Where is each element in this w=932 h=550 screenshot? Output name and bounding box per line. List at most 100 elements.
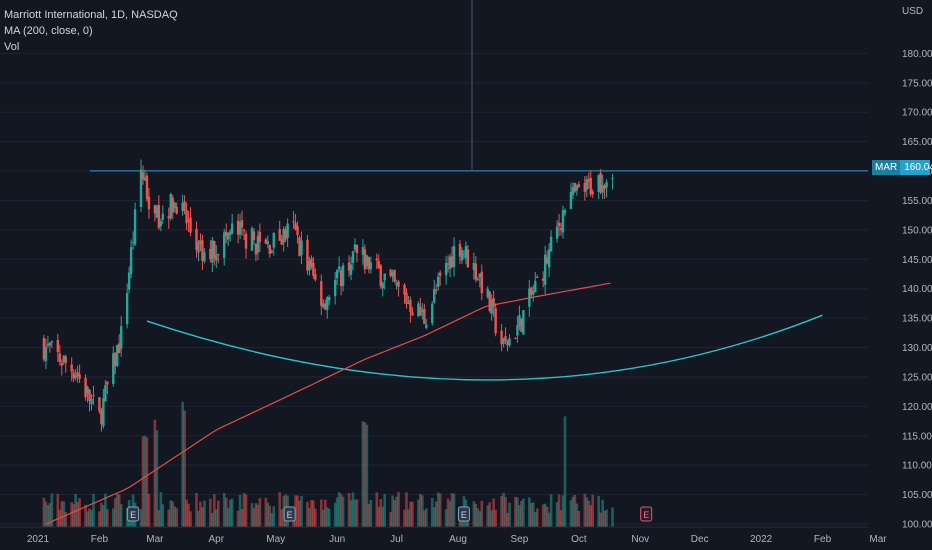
candle-body <box>395 282 398 286</box>
volume-bar <box>228 499 232 527</box>
volume-bar <box>159 492 163 527</box>
candle-body <box>492 298 495 308</box>
candle-body <box>518 315 521 327</box>
volume-bar <box>325 507 329 527</box>
candle-body <box>522 310 525 335</box>
candle-body <box>238 222 242 235</box>
time-tick-label: Jun <box>329 534 345 545</box>
candle-body <box>320 281 323 306</box>
candle-body <box>411 312 414 316</box>
candle-body <box>532 290 535 295</box>
volume-bar <box>215 509 218 527</box>
currency-label[interactable]: USD <box>902 6 924 17</box>
candle-body <box>171 197 174 213</box>
candle-body <box>282 229 285 243</box>
volume-bar <box>476 508 480 527</box>
candle-body <box>367 257 371 270</box>
candle-body <box>141 172 145 180</box>
volume-bar <box>157 510 161 527</box>
price-tick-label: 120.00 <box>902 402 932 413</box>
volume-bar <box>587 500 591 527</box>
time-tick-label: Dec <box>691 534 709 545</box>
symbol-title[interactable]: Marriott International, 1D, NASDAQ <box>4 9 178 21</box>
volume-bar <box>425 508 428 527</box>
price-axis[interactable]: 180.00175.00170.00165.00160.00155.00150.… <box>868 0 932 550</box>
last-price-tag: MAR 160.04 <box>872 160 932 175</box>
volume-bar <box>349 500 353 527</box>
price-tick-label: 180.00 <box>902 49 932 60</box>
candle-body <box>159 221 163 227</box>
price-tick-label: 145.00 <box>902 255 932 266</box>
candle-body <box>250 228 254 251</box>
volume-bar <box>320 499 323 527</box>
candle-body <box>337 266 341 270</box>
candle-body <box>236 220 240 235</box>
candle-body <box>252 231 256 241</box>
volume-bar <box>543 503 547 527</box>
candle-body <box>397 281 400 287</box>
candle-body <box>131 241 135 243</box>
candle-body <box>438 272 442 276</box>
ma-indicator-label[interactable]: MA (200, close, 0) <box>4 25 93 37</box>
volume-bar <box>44 501 48 527</box>
candle-body <box>157 205 161 228</box>
candle-body <box>86 386 89 394</box>
volume-bar <box>405 492 408 527</box>
candle-body <box>76 372 79 377</box>
volume-bar <box>589 505 593 527</box>
volume-bar <box>522 498 525 527</box>
volume-bar <box>183 410 186 527</box>
earnings-marker-box <box>283 506 296 522</box>
ma-200-line <box>45 282 611 525</box>
volume-bar <box>224 497 228 527</box>
time-tick-label: Mar <box>869 534 887 545</box>
earnings-marker[interactable]: E <box>457 506 470 522</box>
price-tick-label: 110.00 <box>902 461 932 472</box>
candle-body <box>361 247 365 255</box>
candle-body <box>185 210 188 224</box>
candle-body <box>353 244 357 250</box>
candle-body <box>462 254 466 256</box>
volume-bar <box>397 492 400 527</box>
candle-body <box>421 310 424 313</box>
candle-body <box>431 303 434 324</box>
volume-bar <box>423 510 426 527</box>
candle-body <box>381 282 384 289</box>
volume-bar <box>211 512 214 527</box>
candle-body <box>514 338 517 340</box>
candle-body <box>230 223 234 234</box>
candle-body <box>306 239 309 271</box>
volume-indicator-label[interactable]: Vol <box>4 41 20 53</box>
volume-bar <box>106 509 109 527</box>
volume-bar <box>104 493 107 527</box>
candle-body <box>375 258 378 261</box>
candle-body <box>561 210 565 233</box>
time-axis[interactable]: 2021 Feb Mar Apr May Jun Jul Aug Sep Oct Nov Dec 202… <box>0 526 887 550</box>
earnings-marker[interactable]: E <box>127 506 140 522</box>
volume-bar <box>46 505 50 527</box>
price-tick-label: 165.00 <box>902 137 932 148</box>
time-tick-label: Sep <box>511 534 529 545</box>
volume-bar <box>226 508 230 527</box>
cup-arc-drawing[interactable] <box>146 314 823 381</box>
candle-body <box>116 345 119 366</box>
volume-bar <box>238 494 242 527</box>
candle-body <box>444 262 448 276</box>
volume-bar <box>474 503 478 527</box>
candles <box>42 159 614 432</box>
candle-body <box>169 194 172 219</box>
chart-legend: Marriott International, 1D, NASDAQ MA (2… <box>4 7 178 55</box>
earnings-marker[interactable]: E <box>640 506 653 522</box>
volume-bar <box>48 503 52 527</box>
earnings-marker[interactable]: E <box>283 506 296 522</box>
candle-body <box>466 249 470 268</box>
candle-body <box>143 177 147 181</box>
price-tick-label: 155.00 <box>902 196 932 207</box>
candle-body <box>393 269 396 282</box>
candle-body <box>328 296 331 301</box>
earnings-marker-label: E <box>461 510 467 520</box>
volume-bar <box>173 506 176 527</box>
candle-body <box>335 270 339 279</box>
